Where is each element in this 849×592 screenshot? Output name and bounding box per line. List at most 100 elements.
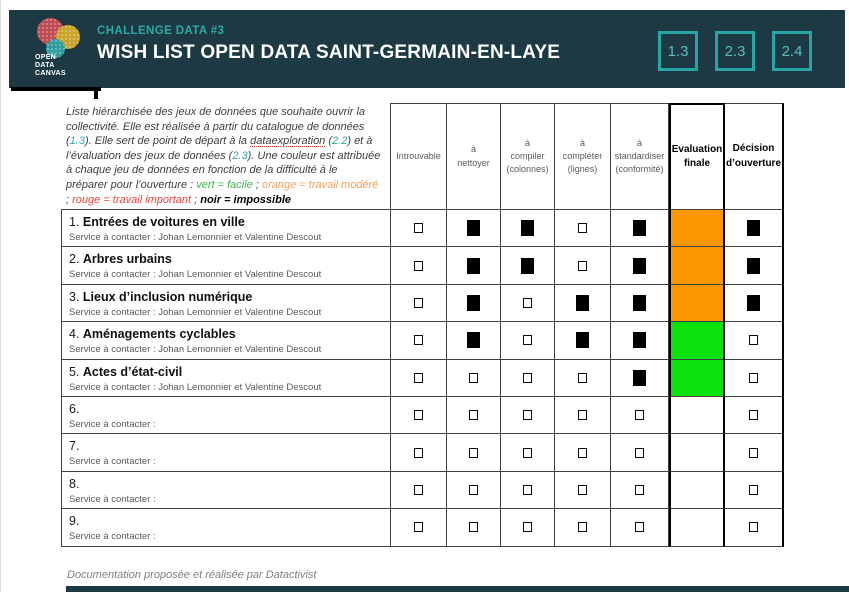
unchecked-box[interactable]: [469, 410, 478, 421]
checked-box[interactable]: [747, 294, 760, 311]
unchecked-box[interactable]: [469, 447, 478, 458]
unchecked-box[interactable]: [414, 297, 423, 308]
unchecked-box[interactable]: [469, 522, 478, 533]
checked-box[interactable]: [633, 294, 646, 311]
unchecked-box[interactable]: [414, 335, 423, 346]
unchecked-box[interactable]: [414, 447, 423, 458]
evaluation-cell-row-5-green[interactable]: [669, 359, 725, 397]
unchecked-box[interactable]: [523, 410, 532, 421]
unchecked-box[interactable]: [578, 447, 587, 458]
checkbox-cell-standardiser-row-5[interactable]: [611, 359, 669, 397]
unchecked-box[interactable]: [469, 484, 478, 495]
unchecked-box[interactable]: [523, 484, 532, 495]
decision-cell-row-2[interactable]: [725, 247, 784, 285]
ref-box-2.4[interactable]: 2.4: [772, 31, 812, 71]
checked-box[interactable]: [576, 332, 589, 349]
checkbox-cell-introuvable-row-5[interactable]: [391, 359, 447, 397]
unchecked-box[interactable]: [635, 447, 644, 458]
evaluation-cell-row-9[interactable]: [669, 509, 725, 547]
checkbox-cell-introuvable-row-3[interactable]: [391, 284, 447, 323]
checkbox-cell-completer-row-4[interactable]: [555, 322, 611, 360]
decision-cell-row-9[interactable]: [725, 509, 784, 547]
checkbox-cell-introuvable-row-6[interactable]: [391, 396, 447, 435]
evaluation-cell-row-1-orange[interactable]: [669, 210, 725, 248]
decision-cell-row-1[interactable]: [725, 210, 784, 248]
checkbox-cell-nettoyer-row-6[interactable]: [447, 396, 501, 435]
checkbox-cell-nettoyer-row-2[interactable]: [447, 247, 501, 285]
checkbox-cell-standardiser-row-4[interactable]: [611, 322, 669, 360]
checked-box[interactable]: [633, 369, 646, 386]
checkbox-cell-introuvable-row-8[interactable]: [391, 471, 447, 510]
checkbox-cell-introuvable-row-1[interactable]: [391, 210, 447, 248]
checked-box[interactable]: [576, 294, 589, 311]
checkbox-cell-completer-row-5[interactable]: [555, 359, 611, 397]
checked-box[interactable]: [467, 220, 480, 237]
unchecked-box[interactable]: [469, 372, 478, 383]
unchecked-box[interactable]: [635, 522, 644, 533]
checkbox-cell-standardiser-row-8[interactable]: [611, 471, 669, 510]
checked-box[interactable]: [633, 220, 646, 237]
decision-cell-row-3[interactable]: [725, 284, 784, 323]
checkbox-cell-compiler-row-9[interactable]: [501, 509, 555, 547]
checkbox-cell-nettoyer-row-3[interactable]: [447, 284, 501, 323]
unchecked-box[interactable]: [414, 372, 423, 383]
checkbox-cell-compiler-row-1[interactable]: [501, 210, 555, 248]
checkbox-cell-compiler-row-3[interactable]: [501, 284, 555, 323]
unchecked-box[interactable]: [578, 223, 587, 234]
ref-box-2.3[interactable]: 2.3: [715, 31, 755, 71]
checkbox-cell-completer-row-8[interactable]: [555, 471, 611, 510]
unchecked-box[interactable]: [414, 410, 423, 421]
checked-box[interactable]: [633, 332, 646, 349]
unchecked-box[interactable]: [578, 372, 587, 383]
unchecked-box[interactable]: [414, 484, 423, 495]
checked-box[interactable]: [467, 332, 480, 349]
checkbox-cell-nettoyer-row-7[interactable]: [447, 434, 501, 472]
checkbox-cell-compiler-row-2[interactable]: [501, 247, 555, 285]
decision-cell-row-4[interactable]: [725, 322, 784, 360]
checkbox-cell-compiler-row-7[interactable]: [501, 434, 555, 472]
checked-box[interactable]: [747, 257, 760, 274]
unchecked-box[interactable]: [578, 260, 587, 271]
checkbox-cell-completer-row-9[interactable]: [555, 509, 611, 547]
checkbox-cell-standardiser-row-7[interactable]: [611, 434, 669, 472]
checkbox-cell-compiler-row-8[interactable]: [501, 471, 555, 510]
checkbox-cell-introuvable-row-9[interactable]: [391, 509, 447, 547]
unchecked-box[interactable]: [635, 484, 644, 495]
unchecked-box[interactable]: [414, 522, 423, 533]
unchecked-box[interactable]: [414, 260, 423, 271]
evaluation-cell-row-3-orange[interactable]: [669, 284, 725, 323]
checkbox-cell-compiler-row-6[interactable]: [501, 396, 555, 435]
evaluation-cell-row-4-green[interactable]: [669, 322, 725, 360]
decision-cell-row-8[interactable]: [725, 471, 784, 510]
evaluation-cell-row-8[interactable]: [669, 471, 725, 510]
unchecked-box[interactable]: [523, 372, 532, 383]
unchecked-box[interactable]: [523, 522, 532, 533]
unchecked-box[interactable]: [749, 372, 758, 383]
unchecked-box[interactable]: [523, 447, 532, 458]
checkbox-cell-standardiser-row-6[interactable]: [611, 396, 669, 435]
decision-cell-row-5[interactable]: [725, 359, 784, 397]
unchecked-box[interactable]: [414, 223, 423, 234]
checkbox-cell-completer-row-3[interactable]: [555, 284, 611, 323]
unchecked-box[interactable]: [578, 410, 587, 421]
checkbox-cell-nettoyer-row-5[interactable]: [447, 359, 501, 397]
decision-cell-row-6[interactable]: [725, 396, 784, 435]
checkbox-cell-completer-row-2[interactable]: [555, 247, 611, 285]
checkbox-cell-compiler-row-5[interactable]: [501, 359, 555, 397]
checkbox-cell-introuvable-row-7[interactable]: [391, 434, 447, 472]
checkbox-cell-completer-row-1[interactable]: [555, 210, 611, 248]
checkbox-cell-nettoyer-row-4[interactable]: [447, 322, 501, 360]
checked-box[interactable]: [521, 220, 534, 237]
unchecked-box[interactable]: [523, 297, 532, 308]
decision-cell-row-7[interactable]: [725, 434, 784, 472]
unchecked-box[interactable]: [635, 410, 644, 421]
checkbox-cell-compiler-row-4[interactable]: [501, 322, 555, 360]
checkbox-cell-nettoyer-row-1[interactable]: [447, 210, 501, 248]
evaluation-cell-row-6[interactable]: [669, 396, 725, 435]
unchecked-box[interactable]: [578, 522, 587, 533]
ref-box-1.3[interactable]: 1.3: [658, 31, 698, 71]
unchecked-box[interactable]: [749, 335, 758, 346]
unchecked-box[interactable]: [749, 522, 758, 533]
unchecked-box[interactable]: [749, 484, 758, 495]
checkbox-cell-standardiser-row-9[interactable]: [611, 509, 669, 547]
